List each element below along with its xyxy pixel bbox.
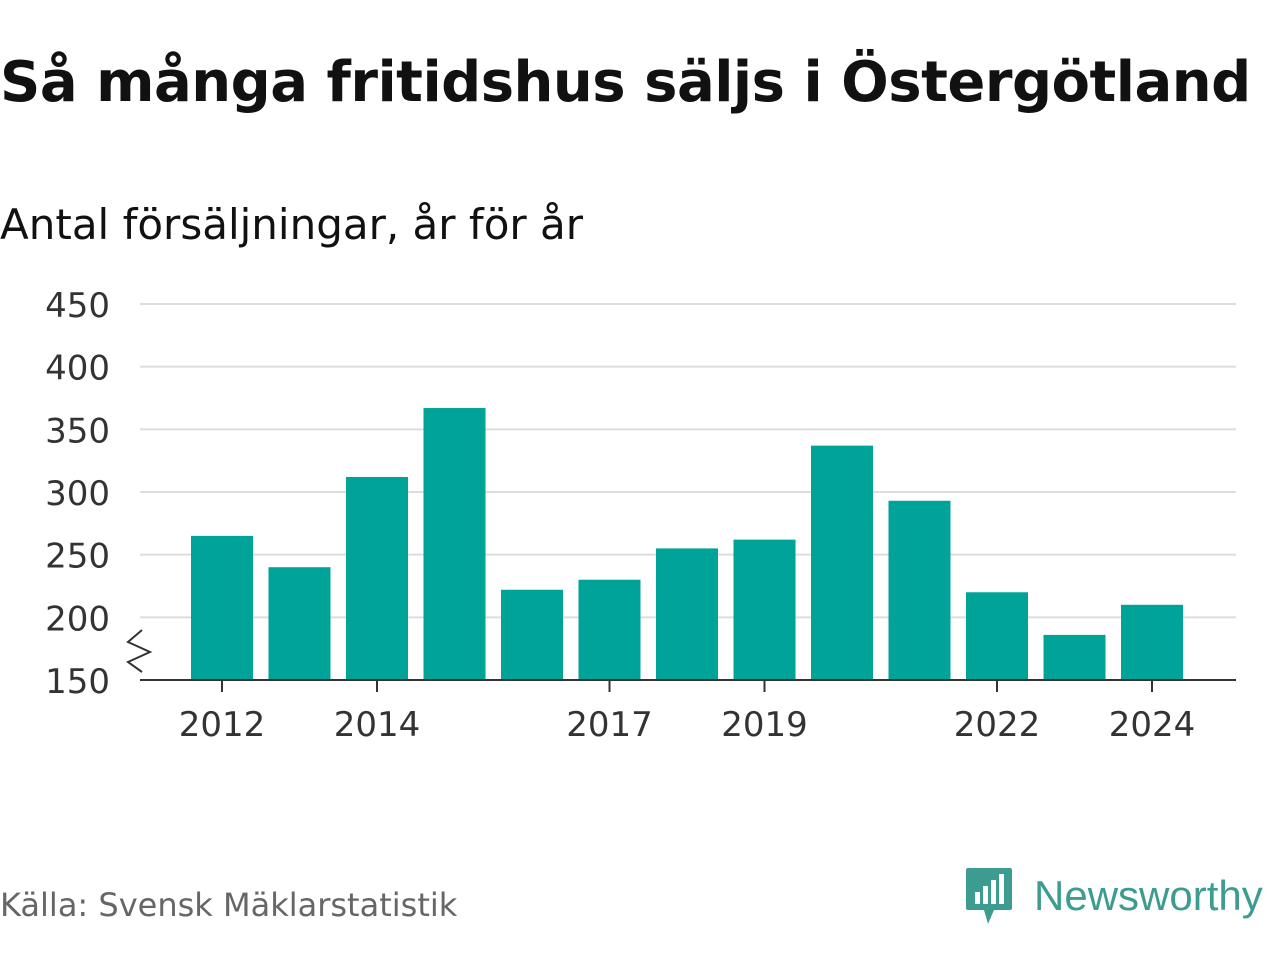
newsworthy-chart-bubble-icon <box>966 868 1012 924</box>
x-tick-label: 2012 <box>179 705 266 745</box>
y-tick-label: 400 <box>45 349 110 389</box>
bar-2016 <box>501 589 563 680</box>
y-tick-label: 150 <box>45 662 110 702</box>
brand-name: Newsworthy <box>1034 872 1263 919</box>
x-tick-label: 2017 <box>566 705 653 745</box>
x-tick-label: 2014 <box>334 705 421 745</box>
bar-2024 <box>1121 604 1183 680</box>
y-tick-label: 250 <box>45 537 110 577</box>
chart-title: Så många fritidshus säljs i Östergötland <box>0 50 1251 115</box>
x-tick-label: 2022 <box>954 705 1041 745</box>
bar-2022 <box>966 592 1028 680</box>
brand-logo: Newsworthy <box>964 866 1263 926</box>
bars <box>191 408 1183 680</box>
x-tick-label: 2024 <box>1109 705 1196 745</box>
source-note: Källa: Svensk Mäklarstatistik <box>0 886 458 924</box>
y-tick-label: 450 <box>45 286 110 326</box>
axis-break-icon <box>126 629 153 673</box>
chart-subtitle: Antal försäljningar, år för år <box>0 200 584 249</box>
y-axis-ticks: 150 200 250 300 350 400 450 <box>45 286 110 702</box>
bar-2017 <box>578 579 641 680</box>
x-tick-label: 2019 <box>721 705 808 745</box>
bar-2019 <box>733 539 796 680</box>
bar-2012 <box>191 535 253 680</box>
bar-2018 <box>656 548 718 680</box>
bar-2021 <box>888 500 951 680</box>
y-tick-label: 300 <box>45 474 110 514</box>
bar-2023 <box>1043 634 1106 680</box>
x-axis: 2012 2014 2017 2019 2022 2024 <box>126 629 1236 745</box>
bar-2014 <box>346 476 408 680</box>
y-tick-label: 200 <box>45 599 110 639</box>
bar-2020 <box>811 445 873 680</box>
y-tick-label: 350 <box>45 411 110 451</box>
bar-2015 <box>423 408 486 680</box>
bar-2013 <box>268 567 331 680</box>
